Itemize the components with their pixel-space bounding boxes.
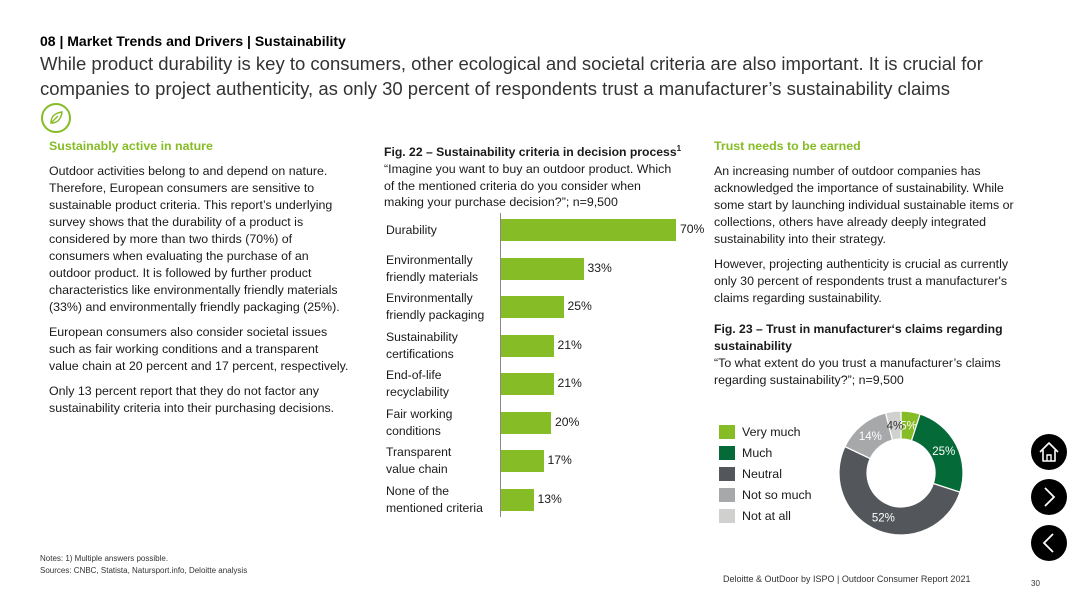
bar: [501, 334, 554, 357]
bar: [501, 488, 534, 511]
bar-value-label: 17%: [547, 453, 572, 467]
legend-item: Much: [719, 443, 812, 464]
legend-label: Much: [742, 446, 773, 461]
legend-swatch: [719, 425, 735, 440]
bar-label: Environmentally friendly materials: [386, 252, 498, 286]
bar-label-line: End-of-life: [386, 368, 442, 382]
fig22-footnote-mark: 1: [676, 144, 682, 153]
bar-value-label: 20%: [555, 414, 580, 429]
fig23-donut-chart: 5% 25% 52% 14% 4%: [838, 410, 964, 536]
right-heading: Trust needs to be earned: [714, 139, 861, 153]
bar-label: Transparent value chain: [386, 444, 498, 478]
bar-label-line: mentioned criteria: [386, 500, 483, 515]
bar: [501, 373, 554, 395]
chevron-left-icon: [1042, 533, 1054, 553]
bar: [501, 296, 564, 318]
right-column: Trust needs to be earned An increasing n…: [714, 138, 1014, 315]
bar-label: End-of-life recyclability: [386, 367, 498, 401]
bar-label: Environmentally friendly packaging: [386, 290, 498, 324]
fig23-title: Fig. 23 – Trust in manufacturer‘s claims…: [714, 322, 1003, 353]
left-column: Sustainably active in nature Outdoor act…: [49, 138, 349, 425]
right-paragraph-2: However, projecting authenticity is cruc…: [714, 257, 1009, 305]
bar-label-line: Transparent: [386, 445, 452, 459]
leaf-badge: [41, 103, 71, 133]
bar-label-line: friendly materials: [386, 269, 479, 284]
fig23-question: “To what extent do you trust a manufactu…: [714, 356, 1001, 387]
legend-label: Not at all: [742, 508, 791, 523]
bar-label-line: Environmentally: [386, 252, 473, 267]
bar-label-line: recyclability: [386, 385, 449, 399]
page-number: 30: [1031, 579, 1040, 588]
bar-axis: [500, 213, 501, 517]
fig22-bar-chart: Durability 70% Environmentally friendly mat…: [384, 210, 714, 522]
left-paragraph-1: Outdoor activities belong to and depend …: [49, 164, 340, 314]
donut-value-label: 14%: [859, 431, 882, 443]
bar-label-line: value chain: [386, 462, 448, 476]
fig23-legend: Very much Much Neutral Not so much Not at al…: [719, 422, 812, 526]
notes-line-2: Sources: CNBC, Statista, Natursport.info…: [40, 565, 248, 575]
donut-value-label: 5%: [900, 421, 917, 433]
bar-value-label: 21%: [557, 376, 582, 390]
bar-value-label: 25%: [567, 299, 592, 313]
bar-label-line: friendly packaging: [386, 308, 485, 322]
legend-swatch: [719, 446, 735, 461]
donut-value-label: 25%: [932, 446, 955, 458]
bar-label-line: Durability: [386, 222, 437, 237]
bar: [501, 219, 676, 241]
chevron-right-icon: [1044, 487, 1056, 507]
left-paragraph-2: European consumers also consider societa…: [49, 325, 349, 373]
fig22-header: Fig. 22 – Sustainability criteria in dec…: [384, 140, 684, 211]
legend-swatch: [719, 508, 735, 523]
home-button[interactable]: [1031, 434, 1067, 470]
bar-value-label: 33%: [587, 260, 612, 275]
legend-label: Very much: [742, 425, 801, 440]
donut-value-label: 4%: [887, 420, 904, 432]
legend-swatch: [719, 487, 735, 502]
notes-line-1: Notes: 1) Multiple answers possible.: [40, 554, 169, 563]
fig23-header: Fig. 23 – Trust in manufacturer‘s claims…: [714, 321, 1014, 388]
previous-page-button[interactable]: [1031, 525, 1067, 561]
bar-value-label: 13%: [537, 491, 562, 506]
bar: [501, 257, 584, 280]
bar-label: Sustainability certifications: [386, 329, 498, 363]
footer-text: Deloitte & OutDoor by ISPO | Outdoor Con…: [723, 574, 971, 584]
left-paragraph-3: Only 13 percent report that they do not …: [49, 384, 335, 415]
donut-slice: [884, 410, 902, 441]
right-paragraph-1: An increasing number of outdoor companie…: [714, 164, 1014, 246]
legend-item: Very much: [719, 422, 812, 443]
notes: Notes: 1) Multiple answers possible. Sou…: [40, 553, 247, 576]
bar-label-line: Fair working: [386, 406, 453, 421]
legend-label: Neutral: [742, 466, 782, 481]
bar-label-line: conditions: [386, 423, 441, 438]
bar-label-line: Sustainability: [386, 329, 458, 344]
donut-slice: [838, 445, 961, 536]
bar-label-line: None of the: [386, 483, 450, 498]
legend-label: Not so much: [742, 487, 812, 502]
bar-value-label: 21%: [557, 337, 582, 352]
bar-label-line: certifications: [386, 346, 454, 361]
bar-label: Fair working conditions: [386, 406, 498, 440]
bar: [501, 411, 551, 434]
bar-value-label: 70%: [680, 222, 705, 236]
bar-label: Durability: [386, 222, 498, 239]
legend-item: Neutral: [719, 464, 812, 485]
donut-value-label: 52%: [872, 513, 895, 525]
fig22-title: Fig. 22 – Sustainability criteria in dec…: [384, 144, 682, 160]
bar: [501, 450, 544, 472]
fig22-question: “Imagine you want to buy an outdoor prod…: [384, 162, 672, 210]
left-heading: Sustainably active in nature: [49, 139, 213, 153]
home-icon: [1039, 442, 1059, 462]
legend-item: Not at all: [719, 505, 812, 526]
leaf-icon: [50, 111, 63, 124]
legend-item: Not so much: [719, 484, 812, 505]
page-headline: While product durability is key to consu…: [40, 53, 983, 99]
bar-label: None of the mentioned criteria: [386, 483, 498, 517]
legend-swatch: [719, 466, 735, 481]
section-label: 08 | Market Trends and Drivers | Sustain…: [40, 33, 346, 49]
bar-label-line: Environmentally: [386, 291, 473, 305]
next-page-button[interactable]: [1031, 479, 1067, 515]
